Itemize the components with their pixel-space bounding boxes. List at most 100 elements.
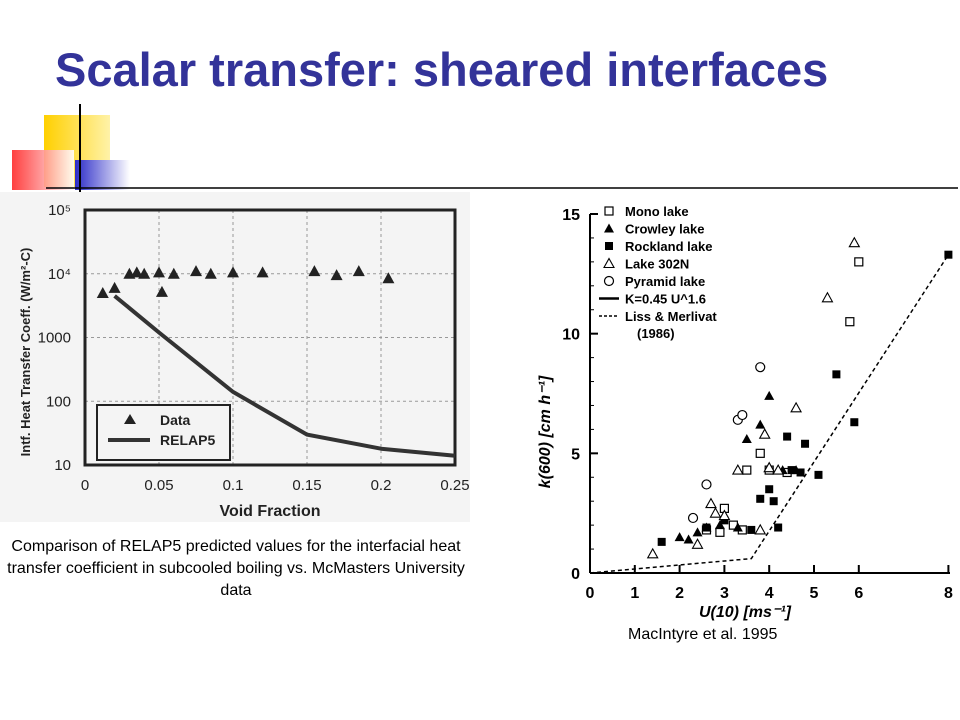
legend-marker [605, 242, 613, 250]
lake-data-point [755, 448, 765, 458]
lake-data-point [845, 317, 855, 327]
lake-data-point [732, 522, 743, 532]
lake-data-point [832, 370, 841, 379]
lake-data-point [715, 527, 725, 537]
chart2-y-axis-label: k(600) [cm h⁻¹] [537, 375, 554, 488]
chart2-legend: Mono lake Crowley lake Rockland lake Lake 3… [599, 204, 717, 341]
lake-data-point [747, 525, 756, 534]
deco-red-block [12, 150, 74, 190]
data-point-marker [108, 281, 121, 293]
lake-data-point [754, 523, 767, 535]
lake-data-point [657, 537, 666, 546]
chart1-x-tick-label: 0.2 [371, 477, 392, 494]
data-point-marker [153, 266, 165, 278]
chart1-x-tick-label: 0 [81, 477, 89, 494]
chart2-x-axis-label: U(10) [ms⁻¹] [699, 604, 792, 621]
data-point-marker [204, 267, 217, 279]
lake-data-point [790, 401, 803, 413]
lake-data-point [944, 250, 953, 259]
lake-data-point [755, 362, 766, 373]
lake-data-point [718, 509, 731, 521]
lake-data-point [683, 534, 694, 544]
chart2-x-tick-label: 2 [675, 585, 684, 602]
chart1-y-tick-label: 1000 [38, 330, 71, 347]
deco-blue-block [75, 160, 130, 190]
liss-merlivat-dashed-line [589, 254, 950, 574]
lake-data-point [687, 512, 699, 524]
legend-label: Liss & Merlivat [625, 309, 717, 324]
chart1-x-ticks: 0 0.05 0.1 0.15 0.2 0.25 [81, 477, 470, 494]
lake-data-point [709, 507, 722, 518]
data-point-marker [382, 272, 395, 284]
chart1-data-points [96, 265, 395, 298]
chart2-x-tick-label: 1 [630, 585, 639, 602]
lake-data-point [764, 390, 775, 400]
lake-data-point [737, 409, 748, 421]
gas-transfer-chart: 0 5 10 15 0 1 2 3 4 5 6 8 Mono lake Crowley lake Roc… [537, 204, 953, 621]
lake-data-point [701, 479, 712, 490]
legend-data-marker [124, 414, 136, 424]
chart2-y-tick-label: 10 [562, 327, 580, 344]
chart2-y-ticks: 0 5 10 15 [562, 207, 598, 583]
data-point-marker [96, 286, 109, 298]
chart1-y-tick-label: 10⁴ [48, 266, 71, 283]
legend-marker [603, 275, 615, 287]
legend-data-label: Data [160, 412, 191, 428]
chart2-x-tick-label: 4 [765, 585, 774, 602]
lake-data-point [763, 461, 776, 473]
data-point-marker [352, 265, 365, 277]
legend-marker [604, 206, 614, 216]
chart1-x-tick-label: 0.05 [144, 477, 173, 494]
lake-data-point [674, 532, 685, 542]
chart1-background [0, 192, 470, 522]
chart2-x-tick-label: 5 [810, 585, 819, 602]
chart1-caption: Comparison of RELAP5 predicted values fo… [7, 538, 465, 599]
slide-title: Scalar transfer: sheared interfaces [55, 43, 829, 96]
chart2-x-tick-label: 0 [586, 585, 595, 602]
lake-data-point [796, 468, 805, 477]
legend-relap5-label: RELAP5 [160, 432, 215, 448]
chart1-x-axis-label: Void Fraction [219, 503, 320, 520]
lake-data-point [801, 439, 810, 448]
lake-data-point [850, 418, 859, 427]
lake-data-point [741, 433, 752, 443]
lake-data-point [814, 470, 823, 479]
chart2-x-tick-label: 6 [854, 585, 863, 602]
lake-data-point [702, 523, 711, 532]
lake-data-point [774, 523, 783, 532]
lake-data-point [692, 527, 703, 537]
chart2-y-tick-label: 15 [562, 207, 580, 224]
chart2-data-points [646, 236, 953, 559]
lake-data-point [720, 516, 729, 525]
lake-data-point [691, 538, 704, 549]
chart1-y-ticks: 10 100 1000 10⁴ 10⁵ [38, 202, 71, 474]
legend-label: Mono lake [625, 204, 689, 219]
chart2-x-ticks: 0 1 2 3 4 5 6 8 [586, 565, 953, 602]
lake-data-point [646, 547, 659, 559]
lake-data-point [758, 428, 771, 439]
lake-data-point [783, 432, 792, 441]
data-point-marker [155, 285, 168, 297]
data-point-marker [256, 266, 269, 278]
chart1-y-tick-label: 100 [46, 393, 71, 410]
lake-data-point [772, 463, 785, 475]
legend-marker [604, 223, 614, 233]
lake-data-point [848, 236, 861, 248]
legend-label: Lake 302N [625, 257, 689, 272]
chart1-y-tick-label: 10⁵ [48, 202, 71, 219]
lake-data-point [714, 520, 725, 530]
chart1-y-tick-label: 10 [54, 457, 71, 474]
legend-label-year: (1986) [637, 326, 675, 341]
chart1-x-tick-label: 0.15 [292, 477, 321, 494]
lake-data-point [756, 494, 765, 503]
lake-data-point [705, 497, 717, 509]
data-point-marker [330, 269, 343, 281]
data-point-marker [308, 265, 321, 277]
relap5-line [113, 294, 456, 458]
chart2-x-tick-label: 8 [944, 585, 953, 602]
lake-data-point [854, 257, 864, 267]
lake-data-point [765, 485, 774, 494]
chart1-y-axis-label: Intf. Heat Transfer Coeff. (W/m²-C) [18, 248, 33, 457]
chart2-y-tick-label: 0 [571, 566, 580, 583]
title-decoration [12, 104, 958, 195]
